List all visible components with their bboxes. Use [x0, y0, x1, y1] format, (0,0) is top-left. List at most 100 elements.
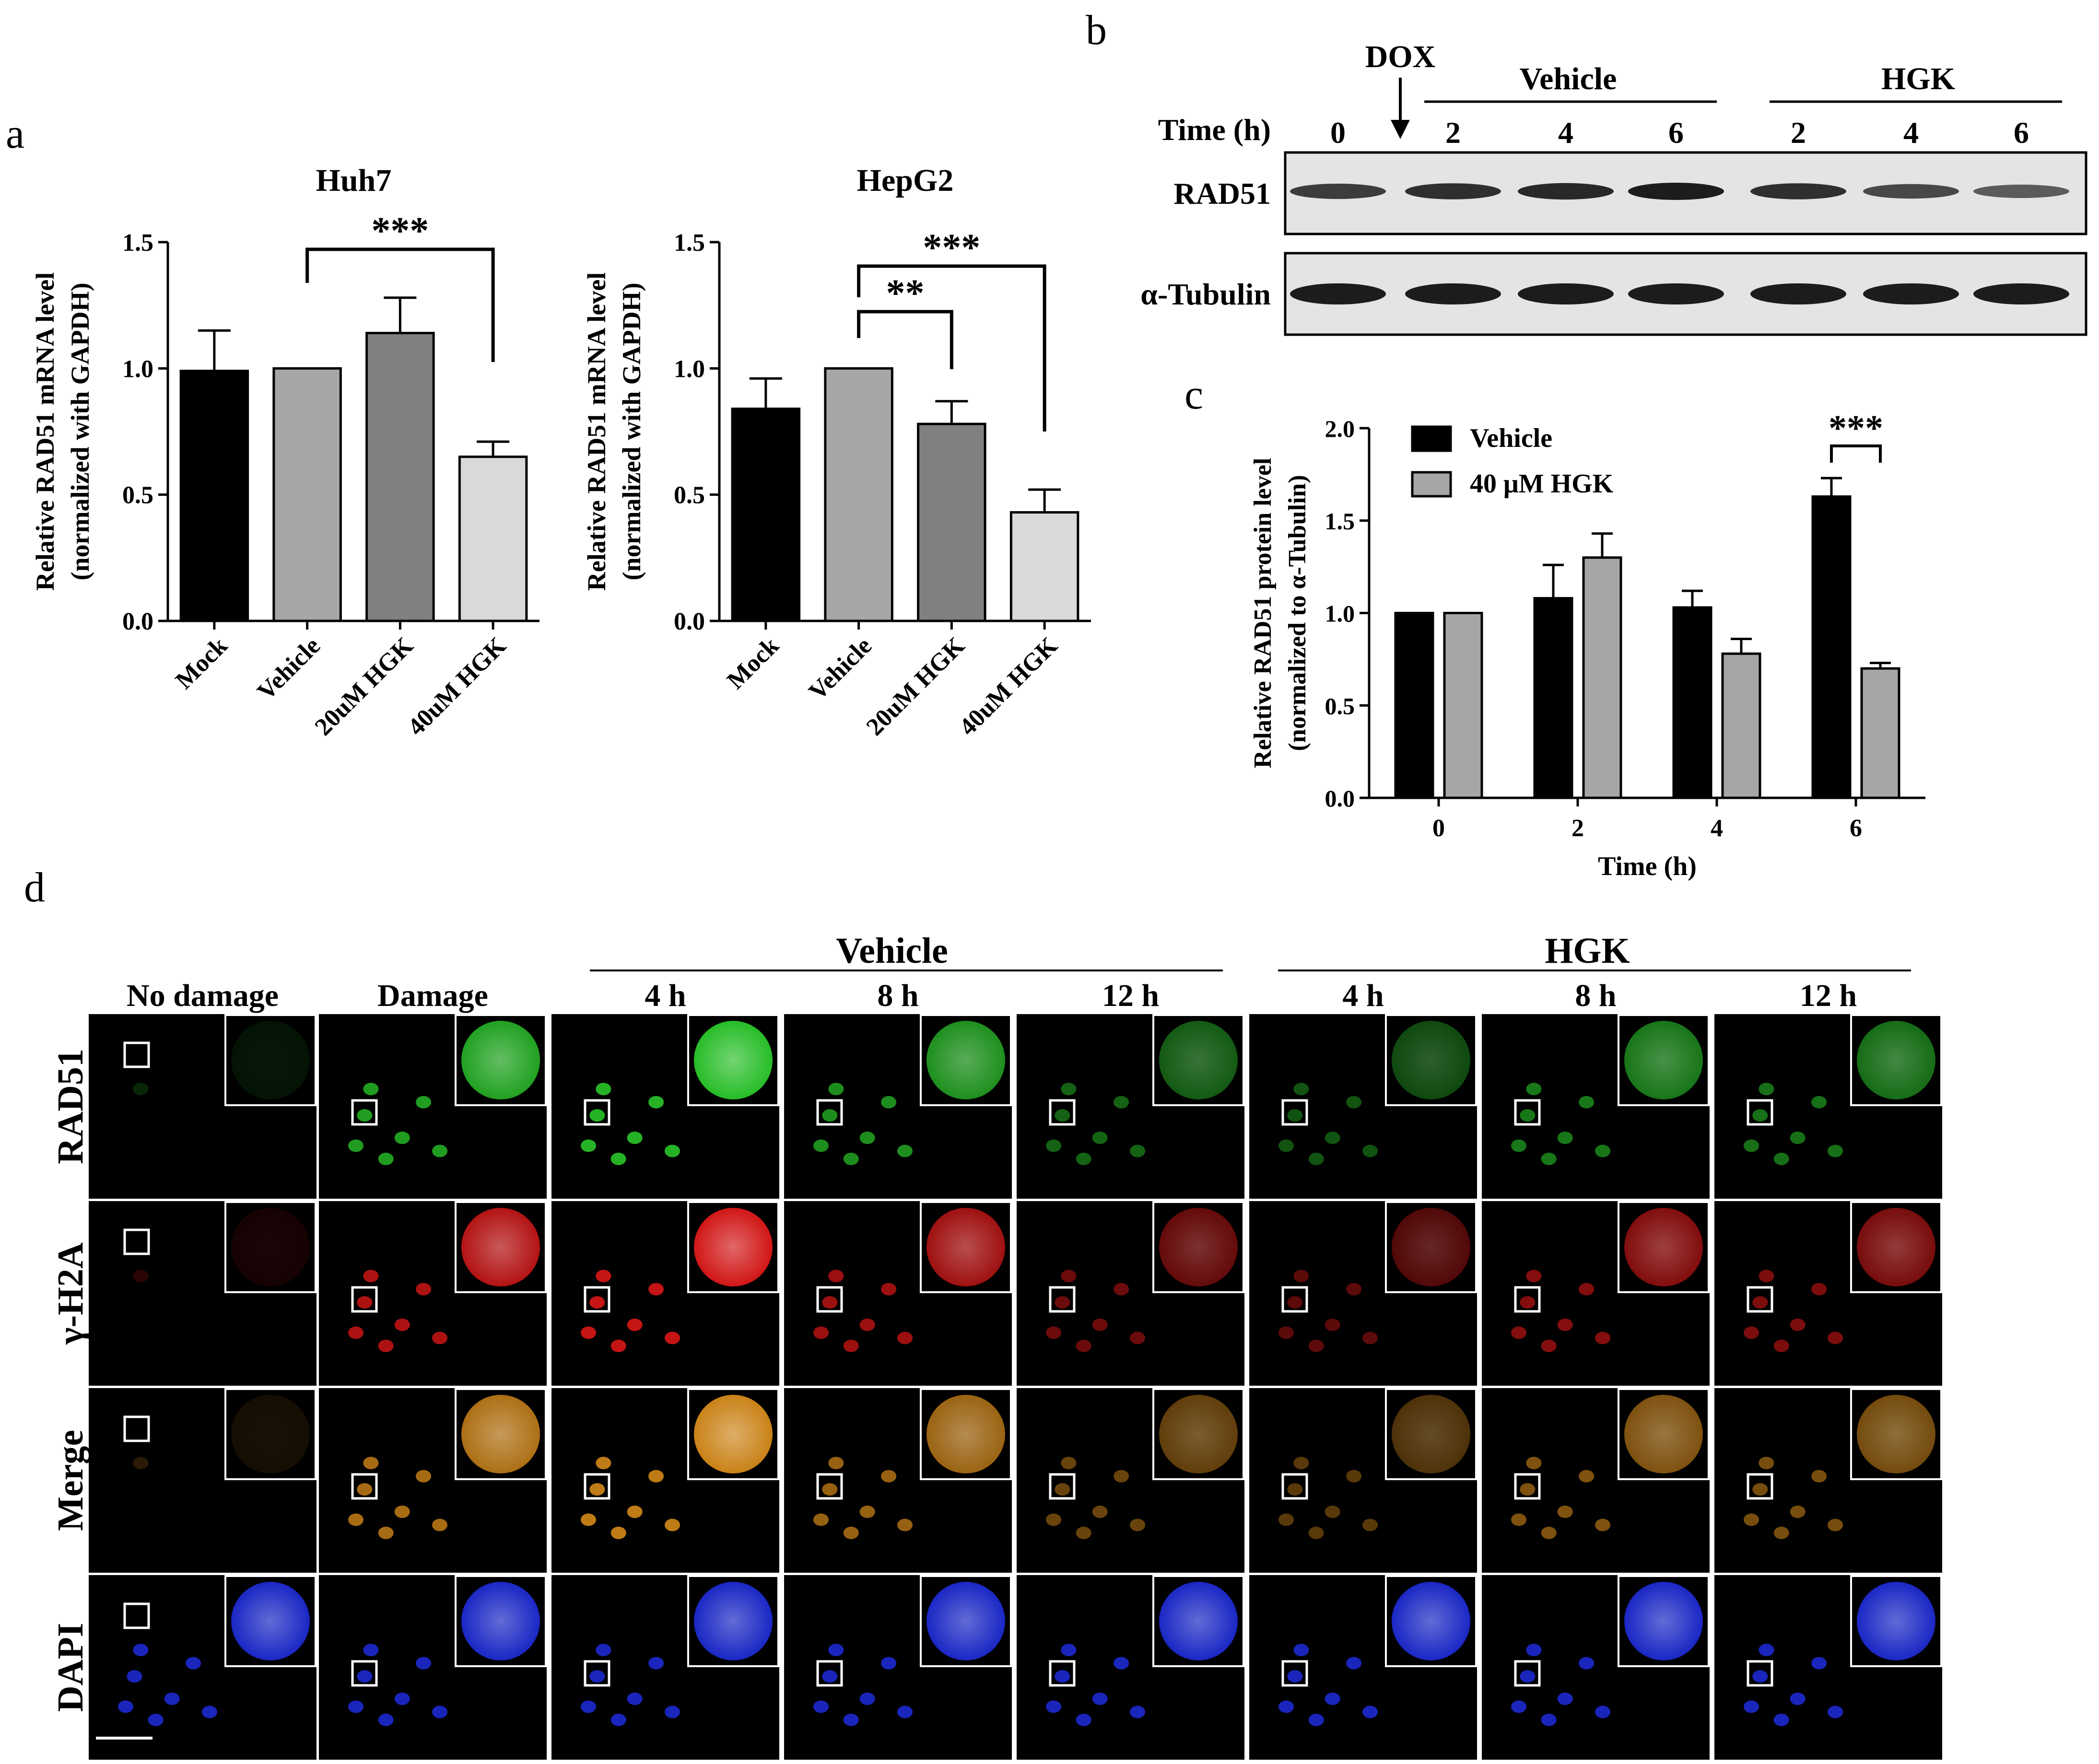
x-axis-label: Time (h): [1598, 852, 1697, 881]
micro-nucleus: [1828, 1519, 1843, 1531]
blot-band: [1863, 184, 1959, 199]
micro-nucleus: [1362, 1706, 1378, 1718]
micro-nucleus: [881, 1470, 897, 1483]
micro-roi-box: [1281, 1286, 1308, 1313]
micro-nucleus: [1759, 1083, 1774, 1096]
micro-nucleus: [1526, 1083, 1542, 1096]
micro-nucleus: [581, 1700, 597, 1713]
micro-roi-box: [1747, 1099, 1773, 1126]
micro-nucleus: [897, 1519, 913, 1531]
bar: [1533, 597, 1573, 799]
micro-nucleus: [813, 1700, 829, 1713]
micro-nucleus: [1114, 1470, 1129, 1483]
micro-nucleus: [1541, 1714, 1557, 1726]
micro-nucleus: [1773, 1714, 1789, 1726]
micro-nucleus: [1130, 1145, 1146, 1157]
micro-nucleus: [1046, 1700, 1062, 1713]
micro-nucleus: [394, 1319, 410, 1331]
micro-nucleus: [610, 1153, 626, 1165]
micro-nucleus: [665, 1145, 680, 1157]
micro-inset-glow: [1159, 1208, 1238, 1286]
blot-band: [1290, 283, 1386, 304]
micro-nucleus: [1520, 1296, 1536, 1309]
micro-nucleus: [1752, 1296, 1768, 1309]
micro-nucleus: [432, 1519, 448, 1531]
micro-nucleus: [1557, 1132, 1573, 1144]
micro-nucleus: [1811, 1283, 1827, 1296]
significance-bracket: [857, 264, 1046, 432]
micro-nucleus: [1362, 1519, 1378, 1531]
micro-nucleus: [648, 1283, 664, 1296]
micro-nucleus: [1773, 1153, 1789, 1165]
micro-inset-glow: [1159, 1582, 1238, 1660]
micro-nucleus: [1759, 1270, 1774, 1283]
micro-nucleus: [1293, 1644, 1309, 1657]
micro-nucleus: [828, 1083, 844, 1096]
micro-roi-box: [123, 1602, 150, 1629]
x-tick-label: 40uM HGK: [954, 632, 1063, 741]
micro-inset-glow: [1624, 1021, 1703, 1099]
micro-row-label: DAPI: [50, 1623, 91, 1712]
micro-nucleus: [596, 1644, 611, 1657]
micro-inset-glow: [694, 1395, 773, 1473]
blot-band: [1973, 283, 2069, 304]
significance-bracket: [1830, 444, 1882, 463]
micro-nucleus: [357, 1296, 373, 1309]
micro-nucleus: [416, 1283, 432, 1296]
micro-roi-box: [584, 1099, 610, 1126]
micro-nucleus: [1278, 1700, 1294, 1713]
micro-nucleus: [378, 1714, 394, 1726]
micro-roi-box: [1049, 1286, 1076, 1313]
micro-nucleus: [1092, 1132, 1108, 1144]
micro-nucleus: [859, 1693, 875, 1705]
micro-nucleus: [1346, 1470, 1362, 1483]
micro-nucleus: [348, 1326, 364, 1339]
panel-label-a: a: [6, 111, 24, 157]
micro-roi-box: [1514, 1473, 1541, 1500]
bar: [1860, 667, 1900, 799]
micro-nucleus: [1325, 1319, 1340, 1331]
y-tick-label: 1.0: [674, 355, 705, 383]
y-axis-label: Relative RAD51 protein level: [1249, 458, 1277, 768]
micro-nucleus: [363, 1083, 379, 1096]
micro-inset-glow: [461, 1582, 540, 1660]
micro-nucleus: [1076, 1714, 1091, 1726]
blot-row-label: RAD51: [1173, 176, 1271, 210]
blot-band: [1290, 184, 1386, 199]
rad51-protein-chart: Relative RAD51 protein level (normalized …: [1249, 408, 1925, 881]
micro-inset-glow: [1392, 1208, 1470, 1286]
y-axis-label: Relative RAD51 mRNA level: [582, 272, 611, 591]
bar: [1811, 495, 1852, 799]
micro-nucleus: [1092, 1319, 1108, 1331]
micro-inset-glow: [1857, 1021, 1935, 1099]
micro-nucleus: [1511, 1513, 1527, 1526]
bar: [1721, 652, 1761, 799]
micro-inset-glow: [1392, 1395, 1470, 1473]
micro-roi-box: [351, 1660, 378, 1687]
micro-nucleus: [1130, 1332, 1146, 1344]
y-axis-label-sub: (normalized with GAPDH): [617, 283, 646, 581]
panel-label-d: d: [24, 864, 45, 911]
micro-roi-box: [816, 1286, 843, 1313]
micro-nucleus: [648, 1657, 664, 1670]
hepg2-mrna-chart: HepG2 Relative RAD51 mRNA level (normalize…: [582, 163, 1091, 741]
micro-nucleus: [1579, 1283, 1595, 1296]
micro-nucleus: [822, 1670, 838, 1683]
micro-nucleus: [1092, 1506, 1108, 1518]
micro-nucleus: [1744, 1326, 1759, 1339]
micro-col-label: 8 h: [877, 978, 918, 1013]
micro-nucleus: [363, 1270, 379, 1283]
micro-col-label: No damage: [127, 978, 279, 1013]
y-tick-label: 0.5: [674, 482, 705, 509]
blot-band: [1628, 183, 1724, 200]
micro-nucleus: [596, 1270, 611, 1283]
micro-nucleus: [1790, 1319, 1806, 1331]
x-tick-label: 2: [1571, 815, 1584, 842]
micro-nucleus: [1287, 1483, 1303, 1496]
micro-nucleus: [357, 1670, 373, 1683]
micro-col-label: 8 h: [1575, 978, 1616, 1013]
micro-nucleus: [1541, 1153, 1557, 1165]
micro-nucleus: [627, 1506, 643, 1518]
micro-nucleus: [589, 1109, 605, 1122]
micro-hgk-label: HGK: [1545, 931, 1630, 971]
